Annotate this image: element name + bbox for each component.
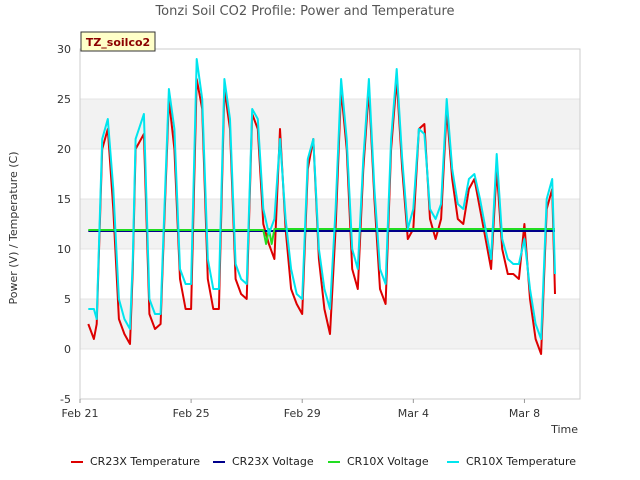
legend-label-cr10x-voltage: CR10X Voltage bbox=[347, 455, 429, 468]
y-tick-label: 30 bbox=[57, 43, 71, 56]
y-axis-ticks: -5 0 5 10 15 20 25 30 bbox=[57, 43, 71, 406]
y-tick-label: 10 bbox=[57, 243, 71, 256]
chart-title: Tonzi Soil CO2 Profile: Power and Temper… bbox=[154, 4, 454, 19]
plot-border bbox=[79, 48, 581, 400]
x-tick-label: Mar 8 bbox=[509, 407, 540, 420]
series-lines bbox=[87, 58, 556, 355]
y-tick-label: 15 bbox=[57, 193, 71, 206]
site-badge-box bbox=[80, 31, 156, 52]
grid-band bbox=[80, 199, 580, 249]
x-tick-label: Feb 21 bbox=[62, 407, 99, 420]
y-tick-label: 20 bbox=[57, 143, 71, 156]
legend-label-cr23x-temperature: CR23X Temperature bbox=[90, 455, 200, 468]
x-axis-label: Time bbox=[550, 423, 578, 436]
y-axis-label: Power (V) / Temperature (C) bbox=[7, 151, 20, 304]
grid-band bbox=[80, 99, 580, 149]
x-tick-label: Mar 4 bbox=[398, 407, 429, 420]
x-axis-ticks: Feb 21 Feb 25 Feb 29 Mar 4 Mar 8 bbox=[62, 399, 540, 420]
y-tick-label: 25 bbox=[57, 93, 71, 106]
site-badge: TZ_soilco2 bbox=[80, 31, 156, 52]
legend-label-cr10x-temperature: CR10X Temperature bbox=[466, 455, 576, 468]
x-tick-label: Feb 29 bbox=[284, 407, 321, 420]
x-tick-label: Feb 25 bbox=[173, 407, 210, 420]
series-line-cr10x-temperature bbox=[88, 58, 556, 340]
series-line-cr10x-voltage bbox=[88, 228, 555, 245]
plot-background bbox=[79, 48, 581, 400]
legend: CR23X Temperature CR23X Voltage CR10X Volt… bbox=[71, 455, 576, 468]
y-tick-label: 5 bbox=[64, 293, 71, 306]
y-tick-label: -5 bbox=[60, 393, 71, 406]
site-badge-label: TZ_soilco2 bbox=[86, 36, 150, 49]
legend-label-cr23x-voltage: CR23X Voltage bbox=[232, 455, 314, 468]
y-tick-label: 0 bbox=[64, 343, 71, 356]
